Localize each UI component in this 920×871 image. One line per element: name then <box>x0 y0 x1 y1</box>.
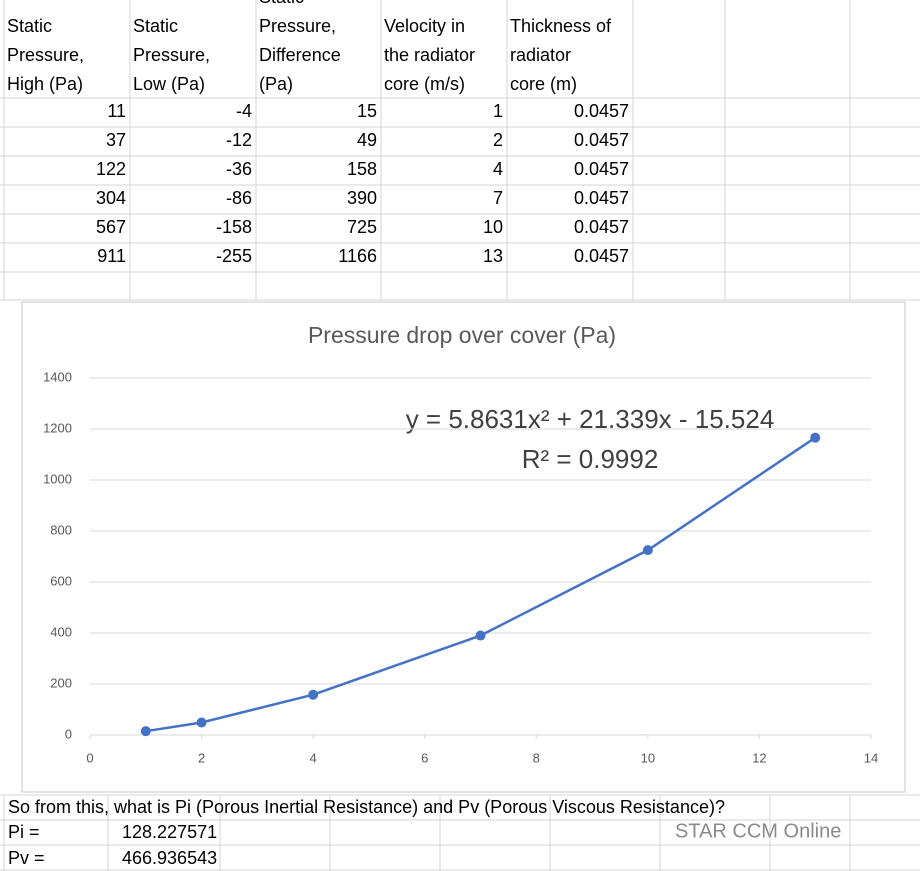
cell-value: 11 <box>107 101 126 121</box>
header-text: radiator <box>510 45 571 65</box>
cell-value: 10 <box>483 217 503 237</box>
header-text: Static <box>259 0 304 7</box>
data-point <box>475 630 486 641</box>
header-text: the radiator <box>384 45 475 65</box>
question: So from this, what is Pi (Porous Inertia… <box>8 797 725 817</box>
chart-title: Pressure drop over cover (Pa) <box>308 322 616 348</box>
y-tick-label: 1000 <box>43 471 72 486</box>
x-tick-label: 10 <box>641 750 655 765</box>
cell-value: 304 <box>96 188 126 208</box>
header-text: Pressure, <box>133 45 210 65</box>
cell-value: 0.0457 <box>574 246 629 266</box>
cell-value: -12 <box>226 130 252 150</box>
cell-value: -86 <box>226 188 252 208</box>
y-tick-label: 0 <box>65 726 72 741</box>
header-text: Difference <box>259 45 341 65</box>
x-tick-label: 4 <box>310 750 317 765</box>
cell-value: 49 <box>357 130 377 150</box>
x-tick-label: 8 <box>533 750 540 765</box>
result-label: Pi = <box>8 822 40 842</box>
cell-value: 390 <box>347 188 377 208</box>
header-text: core (m/s) <box>384 74 465 94</box>
data-point <box>642 545 653 556</box>
cell-value: -158 <box>216 217 252 237</box>
header-text: (Pa) <box>259 74 293 94</box>
cell-value: 2 <box>493 130 503 150</box>
cell-value: 0.0457 <box>574 130 629 150</box>
cell-value: 122 <box>96 159 126 179</box>
header-text: Static <box>133 16 178 36</box>
y-tick-label: 1200 <box>43 420 72 435</box>
result-value: 128.227571 <box>122 822 217 842</box>
chart-area <box>21 301 906 793</box>
cell-value: 0.0457 <box>574 159 629 179</box>
cell-value: 725 <box>347 217 377 237</box>
cell-value: 1166 <box>338 246 377 266</box>
cell-value: 0.0457 <box>574 101 629 121</box>
cell-value: -255 <box>216 246 252 266</box>
data-point <box>140 726 151 737</box>
header-text: Pressure, <box>259 16 336 36</box>
y-tick-label: 600 <box>50 573 72 588</box>
cell-value: 15 <box>357 101 377 121</box>
x-tick-label: 2 <box>198 750 205 765</box>
result-value: 466.936543 <box>122 848 217 868</box>
cell-value: 0.0457 <box>574 188 629 208</box>
header-text: Thickness of <box>510 16 612 36</box>
cell-value: 13 <box>483 246 503 266</box>
cell-value: 0.0457 <box>574 217 629 237</box>
x-tick-label: 6 <box>421 750 428 765</box>
cell-value: 37 <box>106 130 126 150</box>
header-text: Low (Pa) <box>133 74 205 94</box>
cell-value: 158 <box>347 159 377 179</box>
header-text: Pressure, <box>7 45 84 65</box>
y-tick-label: 800 <box>50 522 72 537</box>
x-tick-label: 0 <box>86 750 93 765</box>
cell-value: -36 <box>226 159 252 179</box>
cell-value: 4 <box>493 159 503 179</box>
x-tick-label: 12 <box>752 750 766 765</box>
header-text: High (Pa) <box>7 74 83 94</box>
trend-line <box>145 436 816 733</box>
header-text: Static <box>7 16 52 36</box>
y-tick-label: 400 <box>50 624 72 639</box>
watermark: STAR CCM Online <box>675 820 841 842</box>
cell-value: 7 <box>493 188 503 208</box>
cell-value: 911 <box>97 246 126 266</box>
r-squared: R² = 0.9992 <box>522 444 659 474</box>
data-point <box>196 717 207 728</box>
header-text: core (m) <box>510 74 577 94</box>
result-label: Pv = <box>8 848 45 868</box>
data-point <box>810 432 821 443</box>
y-tick-label: 1400 <box>43 369 72 384</box>
cell-value: 567 <box>96 217 126 237</box>
x-tick-label: 14 <box>864 750 878 765</box>
header-text: Velocity in <box>384 16 465 36</box>
cell-value: -4 <box>236 101 252 121</box>
cell-value: 1 <box>493 101 503 121</box>
data-point <box>308 689 319 700</box>
y-tick-label: 200 <box>50 675 72 690</box>
